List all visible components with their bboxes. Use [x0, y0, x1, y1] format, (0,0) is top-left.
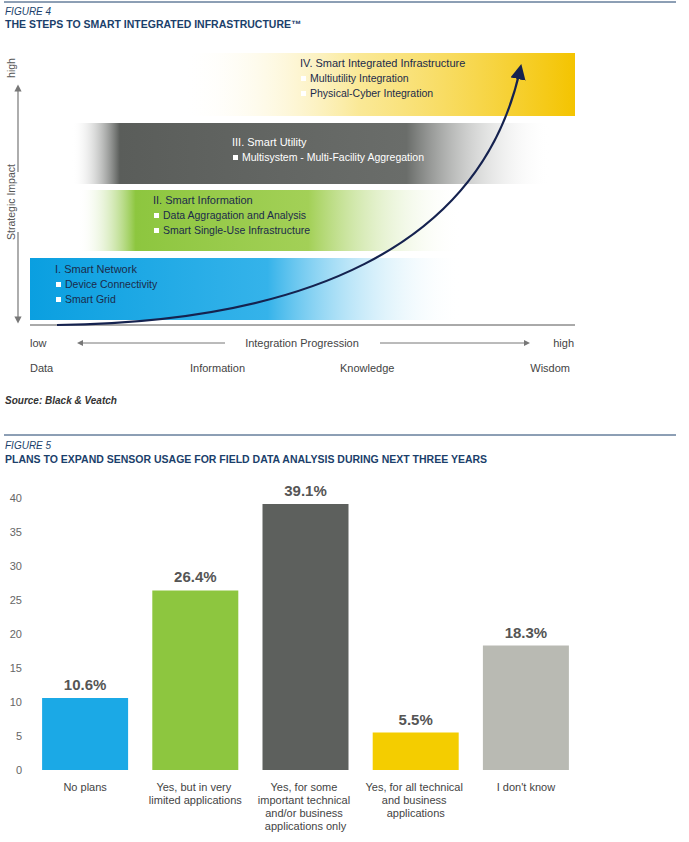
svg-text:39.1%: 39.1% — [284, 482, 327, 499]
svg-text:Smart Single-Use Infrastructur: Smart Single-Use Infrastructure — [163, 224, 310, 236]
svg-text:applications: applications — [387, 807, 446, 819]
svg-text:and/or business: and/or business — [265, 807, 346, 819]
svg-text:5: 5 — [16, 730, 22, 742]
svg-text:Integration Progression: Integration Progression — [245, 337, 359, 349]
svg-text:FIGURE 5: FIGURE 5 — [5, 440, 52, 451]
svg-text:35: 35 — [10, 526, 22, 538]
svg-text:important technical: important technical — [258, 794, 353, 806]
svg-text:No plans: No plans — [63, 781, 107, 793]
svg-text:high: high — [5, 58, 17, 78]
svg-text:and business: and business — [382, 794, 450, 806]
svg-text:Knowledge: Knowledge — [340, 362, 394, 374]
svg-text:18.3%: 18.3% — [505, 624, 548, 641]
svg-text:15: 15 — [10, 662, 22, 674]
svg-text:5.5%: 5.5% — [399, 711, 433, 728]
svg-text:applications only: applications only — [265, 820, 347, 832]
svg-text:Strategic Impact: Strategic Impact — [5, 164, 17, 240]
svg-text:Physical-Cyber Integration: Physical-Cyber Integration — [310, 87, 433, 99]
svg-text:Data Aggragation and Analysis: Data Aggragation and Analysis — [163, 209, 306, 221]
svg-text:Data: Data — [30, 362, 54, 374]
svg-text:THE STEPS TO SMART INTEGRATED: THE STEPS TO SMART INTEGRATED INFRASTRUC… — [5, 18, 302, 30]
svg-text:0: 0 — [16, 764, 22, 776]
svg-text:Device Connectivity: Device Connectivity — [65, 278, 158, 290]
svg-text:26.4%: 26.4% — [174, 568, 217, 585]
svg-text:II. Smart Information: II. Smart Information — [153, 194, 253, 206]
svg-text:Yes, for some: Yes, for some — [271, 781, 341, 793]
svg-text:Multisystem - Multi-Facility A: Multisystem - Multi-Facility Aggregation — [242, 151, 424, 163]
svg-text:III. Smart Utility: III. Smart Utility — [232, 136, 307, 148]
svg-text:I. Smart Network: I. Smart Network — [55, 263, 137, 275]
svg-text:IV. Smart Integrated Infrastru: IV. Smart Integrated Infrastructure — [300, 57, 465, 69]
svg-text:20: 20 — [10, 628, 22, 640]
svg-text:10.6%: 10.6% — [64, 676, 107, 693]
svg-text:Yes, but in very: Yes, but in very — [156, 781, 234, 793]
svg-text:PLANS TO EXPAND SENSOR USAGE F: PLANS TO EXPAND SENSOR USAGE FOR FIELD D… — [5, 453, 487, 465]
svg-text:high: high — [553, 337, 574, 349]
svg-text:30: 30 — [10, 560, 22, 572]
svg-text:low: low — [30, 337, 47, 349]
svg-text:10: 10 — [10, 696, 22, 708]
svg-text:Information: Information — [190, 362, 245, 374]
svg-text:FIGURE 4: FIGURE 4 — [5, 6, 52, 17]
svg-text:Multiutility Integration: Multiutility Integration — [310, 72, 409, 84]
svg-text:Smart Grid: Smart Grid — [65, 293, 116, 305]
svg-text:Wisdom: Wisdom — [530, 362, 570, 374]
svg-text:Yes, for all technical: Yes, for all technical — [365, 781, 465, 793]
svg-text:I don't know: I don't know — [497, 781, 555, 793]
svg-text:Source: Black & Veatch: Source: Black & Veatch — [5, 395, 117, 406]
svg-text:40: 40 — [10, 492, 22, 504]
svg-text:25: 25 — [10, 594, 22, 606]
svg-text:limited applications: limited applications — [149, 794, 242, 806]
